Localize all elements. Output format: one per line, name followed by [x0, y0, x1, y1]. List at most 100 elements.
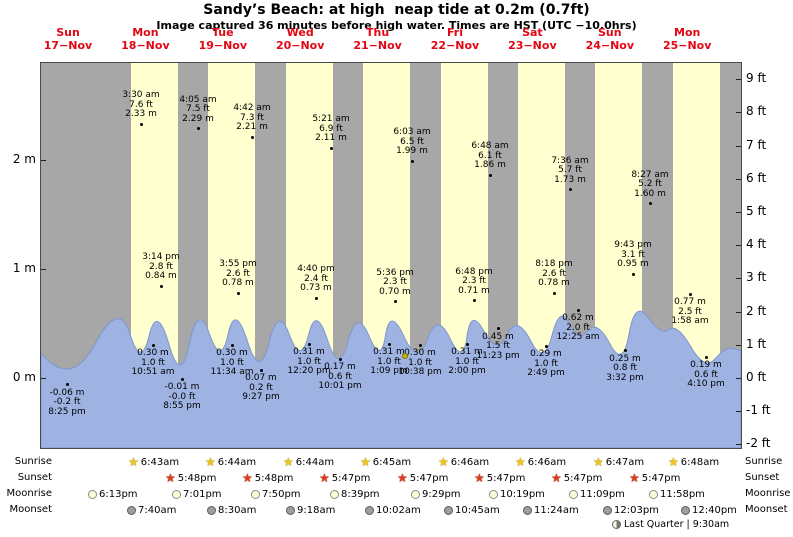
high-tide-annotation: 3:55 pm 2.6 ft 0.78 m	[219, 260, 257, 289]
sunrise-time: 6:46am	[450, 456, 490, 468]
sunset-time: 5:48pm	[254, 472, 294, 484]
annotation-line: 2.5 ft	[678, 306, 702, 317]
right-axis-label: 1 ft	[746, 336, 767, 351]
sunrise-star-icon: ★	[593, 455, 604, 469]
low-tide-annotation: -0.01 m -0.0 ft 8:55 pm	[163, 383, 201, 412]
annotation-line: 1:09 pm	[370, 366, 408, 377]
last-quarter-moon-icon	[612, 520, 621, 529]
moonset-entry: 8:30am	[207, 503, 256, 517]
sunset-star-icon: ★	[551, 471, 562, 485]
annotation-line: 3:32 pm	[606, 372, 644, 383]
annotation-line: 1:58 am	[671, 316, 709, 327]
sunrise-entry: ★ 6:46am	[438, 455, 489, 469]
sunrise-entry: ★ 6:46am	[515, 455, 566, 469]
high-tide-dot	[314, 296, 318, 300]
day-header: Mon 25−Nov	[652, 26, 722, 52]
annotation-line: 1.0 ft	[455, 356, 479, 367]
high-tide-dot	[159, 284, 163, 288]
sunset-time: 5:47pm	[486, 472, 526, 484]
annotation-line: 2.29 m	[182, 113, 214, 124]
sunset-entry: ★ 5:47pm	[474, 471, 525, 485]
day-of-week: Wed	[286, 26, 314, 39]
annotation-line: 4:40 pm	[297, 264, 335, 275]
sunset-star-icon: ★	[242, 471, 253, 485]
left-axis-label: 2 m	[12, 152, 36, 167]
moonset-circle-icon	[603, 505, 612, 515]
day-date: 21−Nov	[353, 39, 402, 52]
high-tide-dot	[472, 299, 476, 303]
annotation-line: 7.5 ft	[186, 104, 210, 114]
high-tide-dot	[568, 188, 572, 192]
low-tide-dot	[688, 292, 692, 296]
sunset-star-icon: ★	[319, 471, 330, 485]
moonrise-circle-icon	[251, 489, 260, 499]
right-axis-label: 0 ft	[746, 370, 767, 384]
left-axis-tick	[41, 378, 46, 379]
sunset-star-icon: ★	[629, 471, 640, 485]
sunrise-entry: ★ 6:48am	[668, 455, 719, 469]
right-axis-label: 9 ft	[746, 71, 767, 86]
moonset-time: 9:18am	[297, 504, 336, 516]
annotation-line: 3.1 ft	[621, 249, 645, 260]
annotation-line: 2:00 pm	[448, 366, 486, 377]
annotation-line: -0.01 m	[164, 382, 200, 393]
high-tide-dot	[393, 300, 397, 304]
low-tide-dot	[230, 343, 234, 347]
right-axis-tick	[736, 245, 741, 247]
low-tide-annotation: 0.07 m 0.2 ft 9:27 pm	[242, 374, 280, 403]
low-tide-annotation: 0.30 m 1.0 ft 11:34 am	[210, 349, 253, 378]
astro-row-label-left: Sunset	[17, 472, 52, 483]
low-tide-annotation: 0.31 m 1.0 ft 12:20 pm	[287, 348, 330, 377]
low-tide-annotation: 0.30 m 1.0 ft 10:51 am	[131, 349, 174, 378]
annotation-line: 0.30 m	[216, 348, 248, 359]
day-of-week: Thu	[366, 26, 390, 39]
now-marker	[402, 353, 408, 360]
annotation-line: 2.33 m	[125, 109, 157, 120]
moonrise-circle-icon	[569, 489, 578, 499]
sunrise-star-icon: ★	[515, 455, 526, 469]
annotation-line: 7:36 am	[551, 155, 589, 166]
day-of-week: Tue	[212, 26, 234, 39]
annotation-line: 1.0 ft	[297, 356, 321, 367]
annotation-line: 0.19 m	[690, 360, 722, 371]
annotation-line: 6.1 ft	[478, 150, 502, 161]
day-header: Wed 20−Nov	[265, 26, 335, 52]
annotation-line: 11:23 pm	[476, 350, 520, 361]
moonrise-time: 10:19pm	[500, 488, 545, 500]
moonset-time: 8:30am	[218, 504, 257, 516]
moonset-entry: 7:40am	[127, 503, 176, 517]
moonrise-circle-icon	[172, 489, 181, 499]
left-axis-tick	[41, 269, 46, 271]
annotation-line: 3:30 am	[122, 90, 160, 101]
sunrise-time: 6:47am	[605, 456, 645, 468]
left-axis-label: 0 m	[12, 370, 36, 384]
page-subtitle: Image captured 36 minutes before high wa…	[156, 19, 637, 32]
high-tide-annotation: 6:48 am 6.1 ft 1.86 m	[471, 142, 508, 171]
sunset-entry: ★ 5:47pm	[397, 471, 448, 485]
annotation-line: -0.2 ft	[53, 397, 81, 408]
annotation-line: 0.77 m	[674, 297, 706, 308]
low-tide-annotation: -0.06 m -0.2 ft 8:25 pm	[48, 388, 86, 418]
annotation-line: 1.0 ft	[534, 358, 558, 369]
sunrise-star-icon: ★	[438, 455, 449, 469]
low-tide-dot	[623, 349, 627, 353]
annotation-line: 0.78 m	[222, 278, 254, 289]
high-tide-annotation: 5:21 am 6.9 ft 2.11 m	[312, 115, 349, 144]
moonrise-circle-icon	[489, 489, 498, 499]
day-of-week: Mon	[132, 26, 159, 39]
annotation-line: 2.6 ft	[226, 268, 250, 279]
low-tide-dot	[151, 343, 155, 347]
high-tide-annotation: 8:27 am 5.2 ft 1.60 m	[631, 170, 668, 200]
annotation-line: 0.6 ft	[694, 369, 718, 380]
day-of-week: Sun	[56, 26, 80, 39]
annotation-line: 0.70 m	[379, 286, 411, 297]
annotation-line: 9:27 pm	[242, 392, 280, 403]
moonset-circle-icon	[127, 505, 136, 515]
annotation-line: 0.30 m	[137, 348, 169, 359]
annotation-line: 8:55 pm	[163, 401, 201, 412]
annotation-line: 10:51 am	[131, 367, 175, 378]
annotation-line: 2.3 ft	[462, 276, 486, 287]
sunrise-time: 6:43am	[140, 456, 180, 468]
annotation-line: 5:21 am	[312, 114, 350, 125]
